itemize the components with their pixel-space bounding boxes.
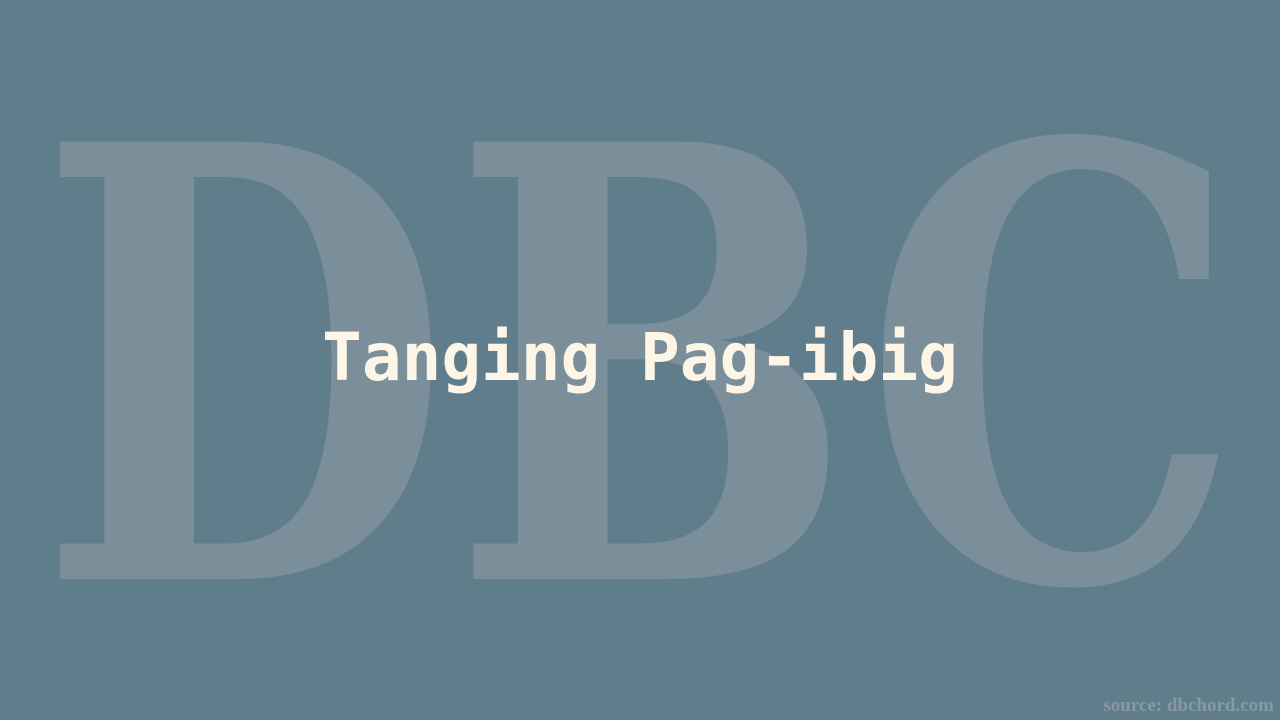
song-title: Tanging Pag-ibig (322, 319, 958, 396)
source-credit: source: dbchord.com (1103, 695, 1274, 716)
watermark-letters: DBC (38, 16, 1243, 720)
